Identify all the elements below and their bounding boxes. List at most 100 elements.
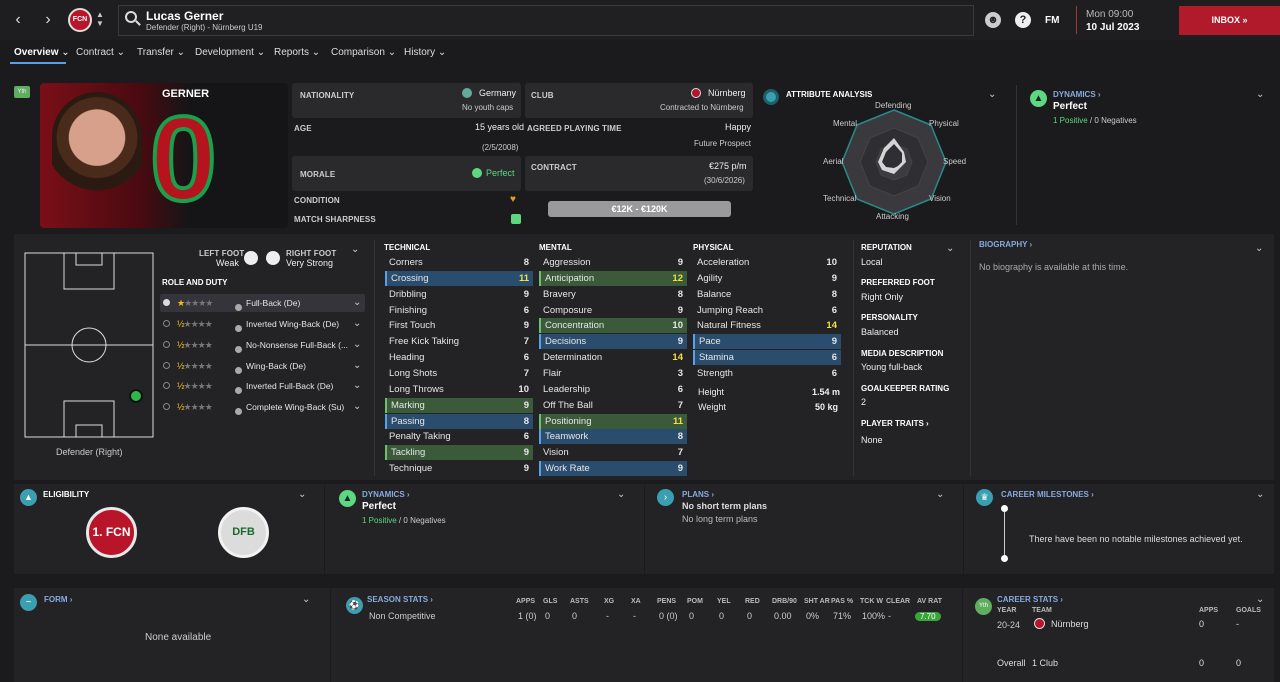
chevron-down-icon[interactable]: ⌄ [353, 380, 362, 391]
mental-attribute-row[interactable]: Decisions 9 [539, 334, 687, 350]
tab-comparison[interactable]: Comparison ⌄ [331, 47, 397, 58]
morale-value[interactable]: Perfect [486, 168, 515, 178]
physical-attribute-row[interactable]: Acceleration 10 [693, 255, 841, 270]
career-stats-link[interactable]: CAREER STATS › [997, 595, 1063, 604]
mental-attribute-row[interactable]: Determination 14 [539, 350, 687, 365]
radio-icon[interactable] [163, 403, 170, 410]
chevron-down-icon[interactable]: ⌄ [1255, 243, 1264, 254]
season-stats-link[interactable]: SEASON STATS › [367, 595, 433, 604]
nationality-value[interactable]: Germany [479, 88, 517, 98]
mental-attribute-row[interactable]: Teamwork 8 [539, 429, 687, 445]
chevron-down-icon[interactable]: ⌄ [353, 401, 362, 412]
technical-attribute-row[interactable]: Marking 9 [385, 397, 533, 413]
technical-attribute-row[interactable]: Free Kick Taking 7 [385, 334, 533, 349]
physical-attribute-row[interactable]: Stamina 6 [693, 350, 841, 366]
technical-attribute-row[interactable]: Penalty Taking 6 [385, 429, 533, 444]
technical-attribute-row[interactable]: Long Throws 10 [385, 382, 533, 397]
chevron-down-icon[interactable]: ⌄ [353, 339, 362, 350]
mental-attribute-row[interactable]: Aggression 9 [539, 255, 687, 270]
mental-attribute-row[interactable]: Off The Ball 7 [539, 398, 687, 413]
technical-attribute-row[interactable]: Finishing 6 [385, 303, 533, 318]
technical-attribute-row[interactable]: Crossing 11 [385, 270, 533, 286]
date-time[interactable]: Mon 09:00 [1086, 9, 1134, 20]
chevron-down-icon[interactable]: ⌄ [1256, 89, 1265, 100]
technical-attribute-row[interactable]: First Touch 9 [385, 318, 533, 333]
tab-development[interactable]: Development ⌄ [195, 47, 266, 58]
physical-attribute-row[interactable]: Strength 6 [693, 366, 841, 381]
radio-icon[interactable] [163, 299, 170, 306]
club-switch-icon[interactable]: ▲ ▼ [96, 10, 104, 28]
chevron-down-icon[interactable]: ⌄ [302, 594, 311, 605]
club-crest-icon[interactable]: FCN [68, 8, 92, 32]
club-value[interactable]: Nürnberg [708, 88, 746, 98]
mental-attribute-row[interactable]: Work Rate 9 [539, 461, 687, 477]
radio-icon[interactable] [163, 382, 170, 389]
role-row[interactable]: ½★★★★ Complete Wing-Back (Su) ⌄ [160, 398, 365, 416]
mental-attribute-row[interactable]: Composure 9 [539, 303, 687, 318]
chevron-down-icon[interactable]: ⌄ [936, 489, 945, 500]
chevron-down-icon[interactable]: ⌄ [353, 318, 362, 329]
date[interactable]: 10 Jul 2023 [1086, 22, 1140, 33]
career-team[interactable]: Nürnberg [1051, 619, 1089, 629]
radio-icon[interactable] [163, 362, 170, 369]
role-row[interactable]: ½★★★★ Wing-Back (De) ⌄ [160, 357, 365, 375]
mental-attribute-row[interactable]: Vision 7 [539, 445, 687, 460]
plans-link[interactable]: PLANS › [682, 490, 715, 499]
technical-attribute-row[interactable]: Heading 6 [385, 350, 533, 365]
role-row[interactable]: ½★★★★ No-Nonsense Full-Back (... ⌄ [160, 336, 365, 354]
mental-attribute-row[interactable]: Bravery 8 [539, 287, 687, 302]
tab-overview[interactable]: Overview ⌄ [14, 47, 70, 58]
role-row[interactable]: ★★★★★ Full-Back (De) ⌄ [160, 294, 365, 312]
fm-menu-button[interactable]: FM [1045, 15, 1060, 26]
back-button[interactable]: ‹ [15, 11, 21, 28]
technical-attribute-row[interactable]: Long Shots 7 [385, 366, 533, 381]
player-traits-link[interactable]: PLAYER TRAITS › [861, 419, 929, 428]
technical-attribute-row[interactable]: Passing 8 [385, 413, 533, 429]
physical-attribute-row[interactable]: Jumping Reach 6 [693, 303, 841, 318]
mental-attribute-row[interactable]: Concentration 10 [539, 318, 687, 334]
inbox-button[interactable]: INBOX » [1179, 6, 1280, 35]
milestones-link[interactable]: CAREER MILESTONES › [1001, 490, 1094, 499]
transfer-value-bar[interactable]: €12K - €120K [548, 201, 731, 217]
chevron-down-icon[interactable]: ⌄ [1256, 489, 1265, 500]
search-icon[interactable] [125, 11, 137, 23]
technical-attribute-row[interactable]: Tackling 9 [385, 445, 533, 461]
tab-reports[interactable]: Reports ⌄ [274, 47, 321, 58]
mental-attribute-row[interactable]: Anticipation 12 [539, 270, 687, 286]
physical-attribute-row[interactable]: Pace 9 [693, 334, 841, 350]
radio-icon[interactable] [163, 320, 170, 327]
technical-attribute-row[interactable]: Technique 9 [385, 461, 533, 476]
help-icon[interactable]: ? [1015, 12, 1031, 28]
physical-attribute-row[interactable]: Balance 8 [693, 287, 841, 302]
skull-icon[interactable]: ☻ [985, 12, 1001, 28]
tab-history[interactable]: History ⌄ [404, 47, 447, 58]
club-eligibility-badge[interactable]: 1. FCN [86, 507, 137, 558]
chevron-down-icon[interactable]: ⌄ [946, 243, 955, 254]
role-row[interactable]: ½★★★★ Inverted Wing-Back (De) ⌄ [160, 315, 365, 333]
physical-attribute-row[interactable]: Natural Fitness 14 [693, 318, 841, 333]
chevron-down-icon[interactable]: ⌄ [353, 297, 362, 308]
physical-attribute-row[interactable]: Agility 9 [693, 271, 841, 286]
mental-attribute-row[interactable]: Flair 3 [539, 366, 687, 381]
chevron-down-icon[interactable]: ⌄ [988, 89, 997, 100]
radio-icon[interactable] [163, 341, 170, 348]
mental-attribute-row[interactable]: Positioning 11 [539, 413, 687, 429]
chevron-down-icon[interactable]: ⌄ [617, 489, 626, 500]
chevron-down-icon[interactable]: ⌄ [351, 244, 360, 255]
tab-contract[interactable]: Contract ⌄ [76, 47, 125, 58]
mental-attribute-row[interactable]: Leadership 6 [539, 382, 687, 397]
dynamics-link[interactable]: DYNAMICS › [362, 490, 410, 499]
chevron-down-icon[interactable]: ⌄ [1256, 594, 1265, 605]
technical-attribute-row[interactable]: Corners 8 [385, 255, 533, 270]
form-link[interactable]: FORM › [44, 595, 73, 604]
tab-transfer[interactable]: Transfer ⌄ [137, 47, 186, 58]
biography-link[interactable]: BIOGRAPHY › [979, 240, 1033, 249]
dynamics-link[interactable]: DYNAMICS › [1053, 90, 1101, 99]
forward-button[interactable]: › [45, 11, 51, 28]
nation-eligibility-badge[interactable]: DFB [218, 507, 269, 558]
search-bar[interactable] [118, 5, 974, 36]
chevron-down-icon[interactable]: ⌄ [298, 489, 307, 500]
technical-attribute-row[interactable]: Dribbling 9 [385, 287, 533, 302]
chevron-down-icon[interactable]: ⌄ [353, 360, 362, 371]
role-row[interactable]: ½★★★★ Inverted Full-Back (De) ⌄ [160, 377, 365, 395]
